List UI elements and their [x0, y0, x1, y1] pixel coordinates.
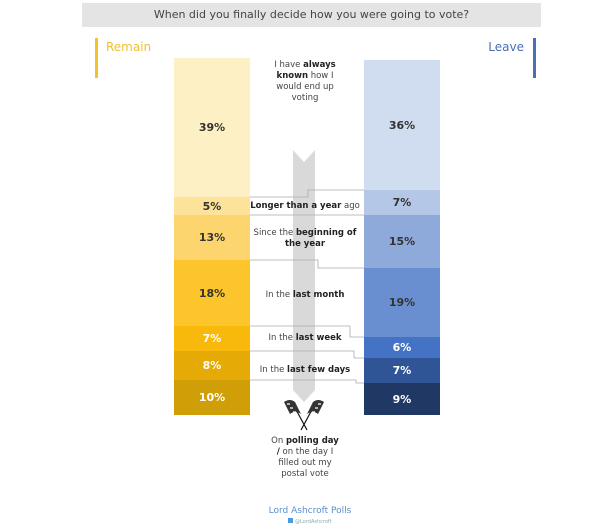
- category-label-part: Longer than a year: [250, 201, 342, 211]
- remain-bar-segment: 7%: [174, 326, 250, 351]
- connector-line: [250, 379, 364, 384]
- connector-line: [250, 259, 364, 269]
- leave-bar-segment: 15%: [364, 215, 440, 268]
- category-label-part: last month: [292, 290, 345, 300]
- remain-bar-segment: 8%: [174, 351, 250, 380]
- chart-title: When did you finally decide how you were…: [82, 3, 541, 27]
- category-label-part: ago: [341, 201, 360, 211]
- category-label-part: On: [271, 436, 286, 446]
- remain-bar-segment: 10%: [174, 380, 250, 415]
- leave-bar-segment: 7%: [364, 358, 440, 383]
- twitter-handle: @LordAshcroft: [295, 519, 332, 525]
- category-label: Since the beginning of the year: [250, 228, 360, 250]
- category-label: Longer than a year ago: [230, 201, 380, 212]
- footer-source: Lord Ashcroft Polls: [268, 506, 352, 516]
- category-label: In the last few days: [230, 365, 380, 376]
- category-label-part: on the day I filled out my postal vote: [278, 447, 334, 479]
- remain-bar-segment: 39%: [174, 58, 250, 197]
- leave-bar-segment: 7%: [364, 190, 440, 215]
- connector-line: [250, 325, 364, 338]
- leave-bar-segment: 19%: [364, 268, 440, 337]
- category-label-part: beginning of the year: [284, 228, 357, 249]
- category-label: I have always known how I would end up v…: [270, 60, 340, 104]
- category-label-part: how I would end up voting: [276, 71, 334, 103]
- progress-arrow: [293, 150, 315, 402]
- category-label-part: I have: [274, 60, 304, 70]
- leave-accent-bar: [533, 38, 536, 78]
- remain-label: Remain: [106, 40, 152, 54]
- remain-bar-segment: 13%: [174, 215, 250, 260]
- category-label: In the last month: [230, 290, 380, 301]
- category-label-part: Since the: [253, 228, 296, 238]
- remain-accent-bar: [95, 38, 98, 78]
- twitter-icon: [288, 518, 294, 523]
- connector-line: [250, 350, 364, 359]
- category-label: On polling day / on the day I filled out…: [270, 436, 340, 480]
- connector-line: [250, 189, 364, 198]
- footer-handle: @LordAshcroft: [0, 518, 600, 525]
- category-label-part: In the: [259, 365, 288, 375]
- category-label-part: In the: [265, 290, 293, 300]
- leave-bar-segment: 9%: [364, 383, 440, 415]
- checkered-flags-icon: [284, 400, 324, 431]
- category-label-part: last week: [295, 333, 342, 343]
- category-label-part: always known: [276, 60, 336, 81]
- remain-bar-segment: 18%: [174, 260, 250, 326]
- category-label-part: last few days: [287, 365, 351, 375]
- category-label-part: In the: [268, 333, 296, 343]
- leave-bar-segment: 6%: [364, 337, 440, 358]
- leave-bar-segment: 36%: [364, 60, 440, 190]
- leave-label: Leave: [488, 40, 524, 54]
- remain-bar-segment: 5%: [174, 197, 250, 215]
- category-label: In the last week: [230, 333, 380, 344]
- category-label-part: polling day /: [276, 436, 339, 457]
